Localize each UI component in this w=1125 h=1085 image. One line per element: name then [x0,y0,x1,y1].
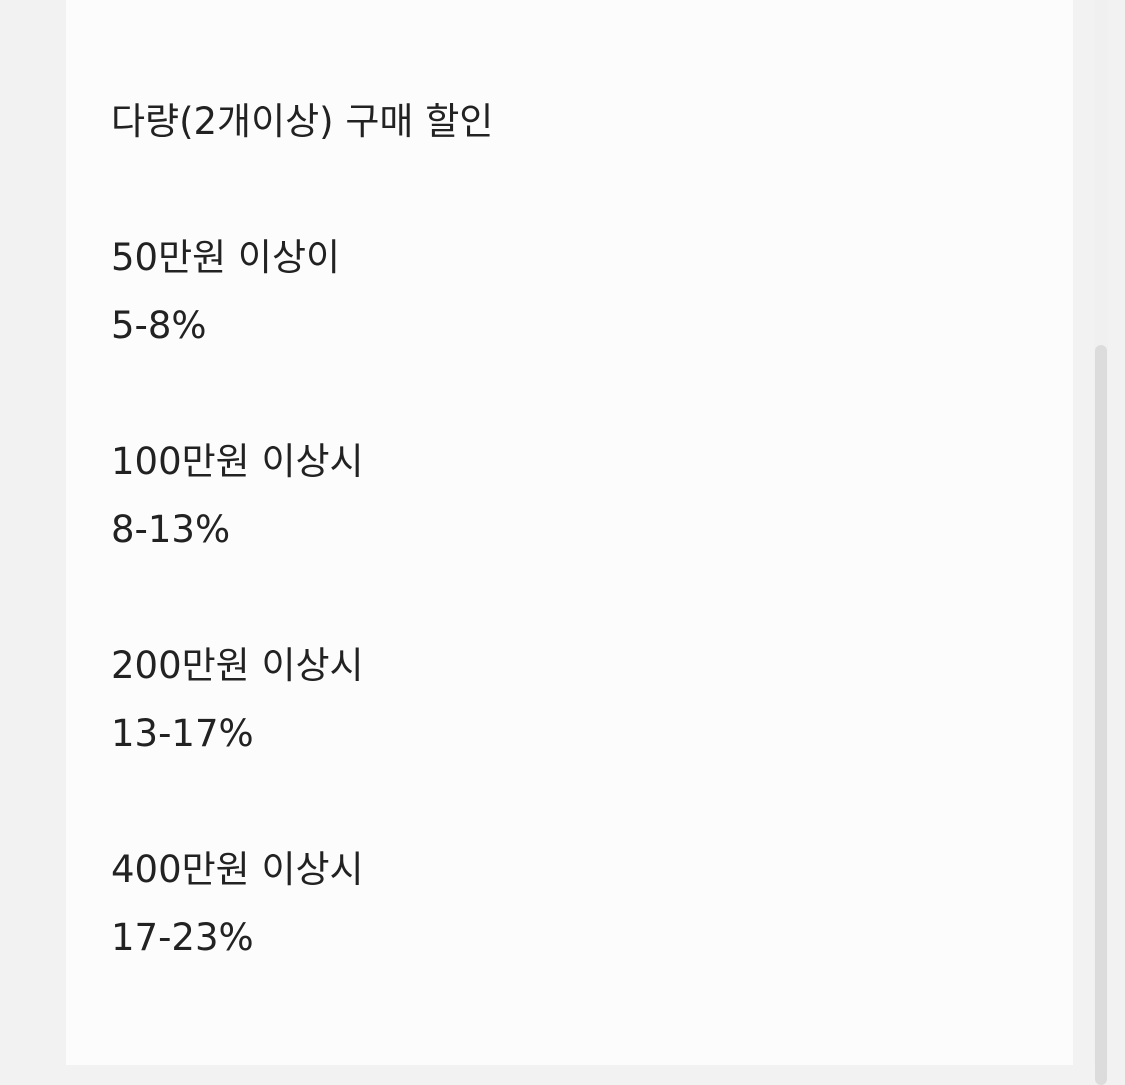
tier-threshold: 200만원 이상시 [111,644,364,687]
discount-title: 다량(2개이상) 구매 할인 [111,100,494,143]
tier-discount: 8-13% [111,508,231,551]
spacer [111,564,493,632]
tier-threshold: 400만원 이상시 [111,848,364,891]
spacer [111,768,493,836]
tier-discount: 17-23% [111,916,254,959]
spacer [111,360,493,428]
tier-threshold: 50만원 이상이 [111,236,341,279]
tier-threshold: 100만원 이상시 [111,440,364,483]
content-card: 다량(2개이상) 구매 할인 50만원 이상이 5-8% 100만원 이상시 8… [66,0,1073,1065]
spacer [111,156,493,224]
tier-discount: 13-17% [111,712,254,755]
tier-discount: 5-8% [111,304,207,347]
scrollbar-thumb[interactable] [1095,345,1107,1085]
discount-info: 다량(2개이상) 구매 할인 50만원 이상이 5-8% 100만원 이상시 8… [111,88,493,972]
